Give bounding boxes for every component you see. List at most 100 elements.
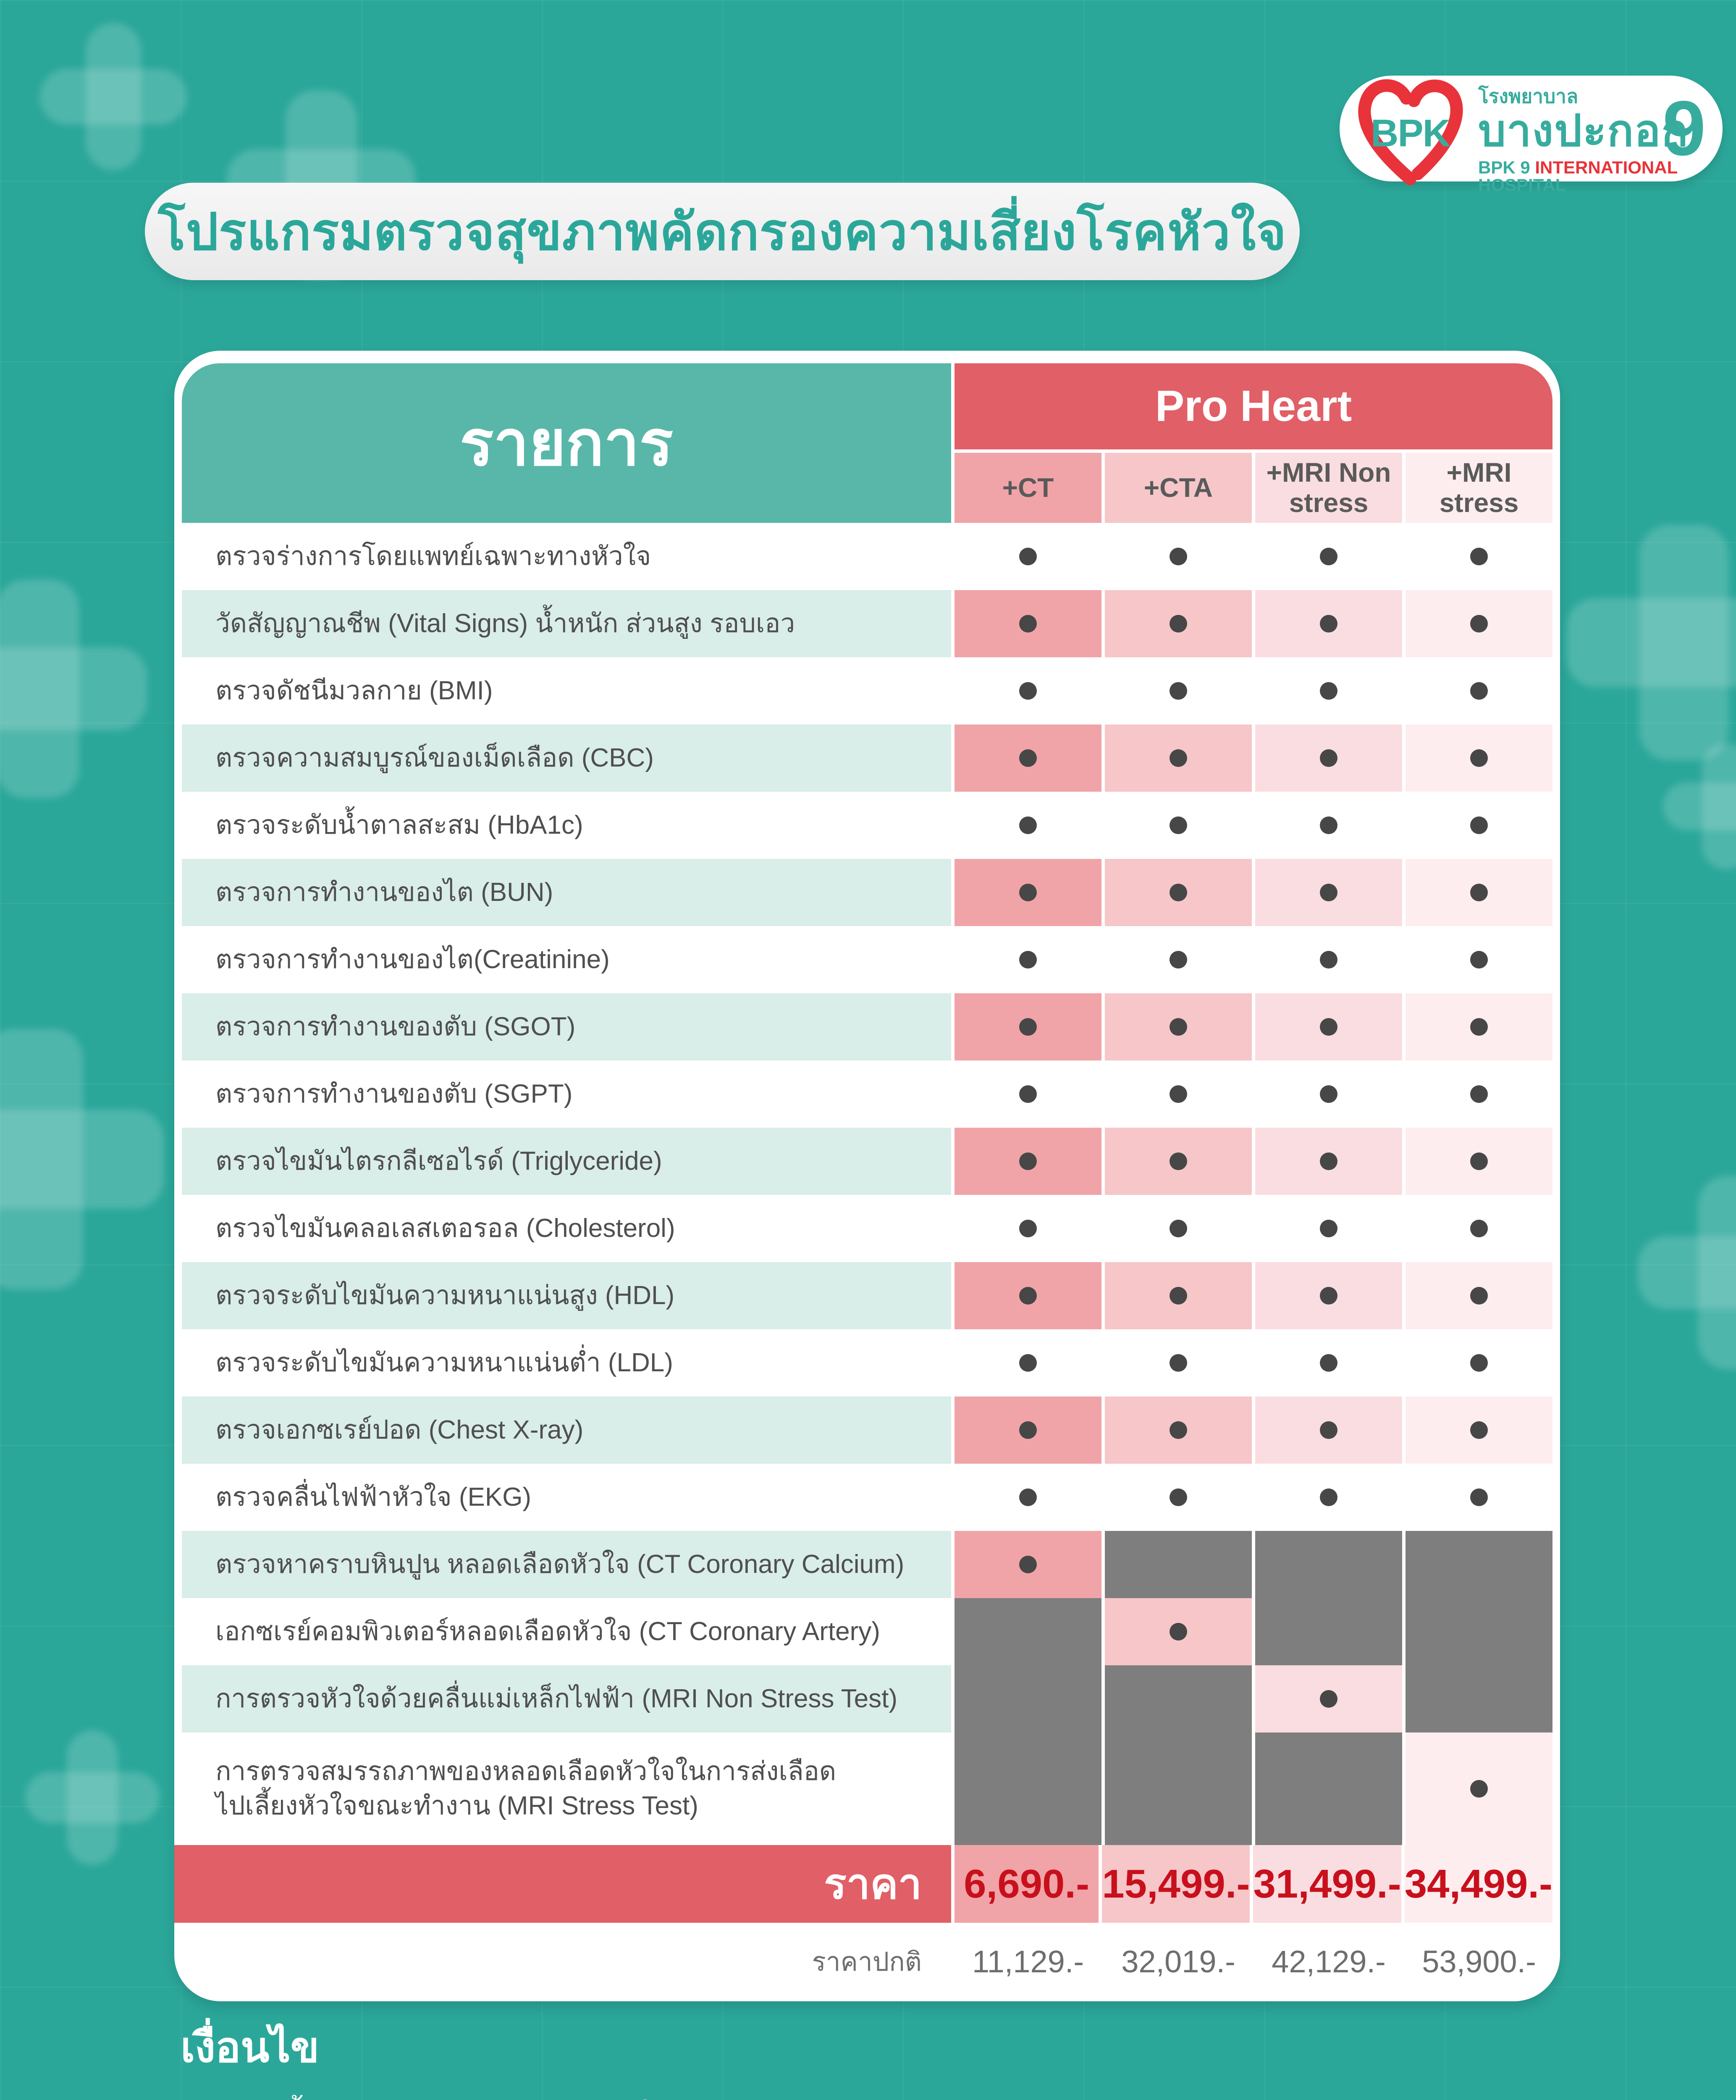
included-cell xyxy=(955,1396,1101,1464)
included-dot-icon xyxy=(1470,1287,1488,1305)
table-row: การตรวจสมรรถภาพของหลอดเลือดหัวใจในการส่ง… xyxy=(182,1732,1552,1845)
included-cell xyxy=(1105,1060,1252,1128)
table-row: ตรวจคลื่นไฟฟ้าหัวใจ (EKG) xyxy=(182,1464,1552,1531)
cross-decoration xyxy=(1663,743,1736,869)
included-cell xyxy=(1105,590,1252,657)
heart-icon xyxy=(1358,79,1463,185)
included-cell xyxy=(1255,859,1402,926)
included-cell xyxy=(955,657,1101,724)
included-cell xyxy=(1105,1396,1252,1464)
not-included-cell xyxy=(1105,1732,1252,1845)
included-dot-icon xyxy=(1320,1488,1337,1506)
included-cell xyxy=(955,1464,1101,1531)
included-cell xyxy=(1406,1464,1552,1531)
included-cell xyxy=(1255,1396,1402,1464)
included-dot-icon xyxy=(1320,1220,1337,1237)
row-label: ตรวจการทำงานของไต(Creatinine) xyxy=(215,945,610,974)
included-cell xyxy=(1406,1396,1552,1464)
included-cell xyxy=(955,859,1101,926)
included-dot-icon xyxy=(1170,951,1187,969)
included-dot-icon xyxy=(1170,1152,1187,1170)
included-dot-icon xyxy=(1019,816,1037,834)
column-header: +MRI Non stress xyxy=(1255,453,1402,523)
row-label: ตรวจหาคราบหินปูน หลอดเลือดหัวใจ (CT Coro… xyxy=(182,1531,951,1598)
included-cell xyxy=(955,523,1101,590)
row-label: ตรวจเอกซเรย์ปอด (Chest X-ray) xyxy=(182,1396,951,1464)
included-cell xyxy=(1406,523,1552,590)
not-included-cell xyxy=(955,1732,1101,1845)
included-cell xyxy=(1406,1060,1552,1128)
included-dot-icon xyxy=(1320,951,1337,969)
included-dot-icon xyxy=(1320,615,1337,633)
included-cell xyxy=(955,993,1101,1060)
included-dot-icon xyxy=(1320,1421,1337,1439)
included-dot-icon xyxy=(1019,749,1037,767)
included-dot-icon xyxy=(1170,548,1187,565)
row-label: การตรวจสมรรถภาพของหลอดเลือดหัวใจในการส่ง… xyxy=(215,1757,837,1820)
included-dot-icon xyxy=(1170,884,1187,901)
included-cell xyxy=(1255,1060,1402,1128)
table-row: ตรวจการทำงานของไต(Creatinine) xyxy=(182,926,1552,993)
table-row: ตรวจการทำงานของตับ (SGPT) xyxy=(182,1060,1552,1128)
included-dot-icon xyxy=(1470,548,1488,565)
included-cell xyxy=(955,1531,1101,1598)
not-included-cell xyxy=(1406,1531,1552,1598)
row-label: วัดสัญญาณชีพ (Vital Signs) น้ำหนัก ส่วนส… xyxy=(182,590,951,657)
cross-decoration xyxy=(0,1029,164,1289)
included-dot-icon xyxy=(1170,682,1187,700)
included-cell xyxy=(1255,724,1402,792)
included-cell xyxy=(1105,657,1252,724)
row-label: ตรวจการทำงานของตับ (SGPT) xyxy=(215,1079,573,1109)
table-row: ตรวจไขมันคลอเลสเตอรอล (Cholesterol) xyxy=(182,1195,1552,1262)
included-cell xyxy=(1255,1464,1402,1531)
not-included-cell xyxy=(1105,1665,1252,1732)
table-row: เอกซเรย์คอมพิวเตอร์หลอดเลือดหัวใจ (CT Co… xyxy=(182,1598,1552,1665)
included-cell xyxy=(1255,657,1402,724)
included-cell xyxy=(1406,590,1552,657)
included-cell xyxy=(1255,1329,1402,1396)
column-header: +CT xyxy=(955,453,1101,523)
included-dot-icon xyxy=(1019,548,1037,565)
included-cell xyxy=(1105,1598,1252,1665)
included-cell xyxy=(1255,993,1402,1060)
row-label: ตรวจการทำงานของไต (BUN) xyxy=(182,859,951,926)
included-cell xyxy=(955,1329,1101,1396)
logo-bpk-text: BPK xyxy=(1370,112,1450,155)
price-value: 6,690.- xyxy=(955,1845,1099,1923)
table-row: การตรวจหัวใจด้วยคลื่นแม่เหล็กไฟฟ้า (MRI … xyxy=(182,1665,1552,1732)
price-value: 31,499.- xyxy=(1253,1845,1401,1923)
condition-bullet: ราคานี้รวมค่าแพทย์และค่าบริการโรงพยาบาลเ… xyxy=(181,2096,1608,2100)
table-row: ตรวจหาคราบหินปูน หลอดเลือดหัวใจ (CT Coro… xyxy=(182,1531,1552,1598)
not-included-cell xyxy=(1255,1598,1402,1665)
normal-price-value: 53,900.- xyxy=(1422,1944,1536,1979)
not-included-cell xyxy=(955,1598,1101,1665)
included-cell xyxy=(955,1262,1101,1329)
included-dot-icon xyxy=(1470,682,1488,700)
logo-en-hospital: HOSPITAL xyxy=(1478,175,1566,195)
included-dot-icon xyxy=(1470,884,1488,901)
row-label: ตรวจการทำงานของตับ (SGOT) xyxy=(182,993,951,1060)
included-dot-icon xyxy=(1019,1287,1037,1305)
included-dot-icon xyxy=(1170,1623,1187,1641)
not-included-cell xyxy=(1105,1531,1252,1598)
included-dot-icon xyxy=(1470,1018,1488,1036)
included-dot-icon xyxy=(1170,816,1187,834)
included-dot-icon xyxy=(1320,1152,1337,1170)
logo-text: โรงพยาบาล บางปะกอก BPK 9 INTERNATIONAL H… xyxy=(1478,87,1723,194)
included-cell xyxy=(1406,1128,1552,1195)
cross-decoration xyxy=(1638,1176,1736,1369)
included-cell xyxy=(955,1128,1101,1195)
included-cell xyxy=(955,590,1101,657)
table-row: ตรวจร่างการโดยแพทย์เฉพาะทางหัวใจ xyxy=(182,523,1552,590)
bpk-heart-logo-icon: BPK xyxy=(1347,68,1473,194)
included-cell xyxy=(1406,1262,1552,1329)
normal-price-value: 11,129.- xyxy=(972,1944,1084,1979)
included-dot-icon xyxy=(1470,1220,1488,1237)
included-dot-icon xyxy=(1470,749,1488,767)
included-cell xyxy=(1105,859,1252,926)
row-label: ตรวจระดับไขมันความหนาแน่นสูง (HDL) xyxy=(182,1262,951,1329)
logo-thai-line1: โรงพยาบาล xyxy=(1478,85,1579,107)
not-included-cell xyxy=(1255,1732,1402,1845)
normal-price-label: ราคาปกติ xyxy=(812,1947,922,1977)
